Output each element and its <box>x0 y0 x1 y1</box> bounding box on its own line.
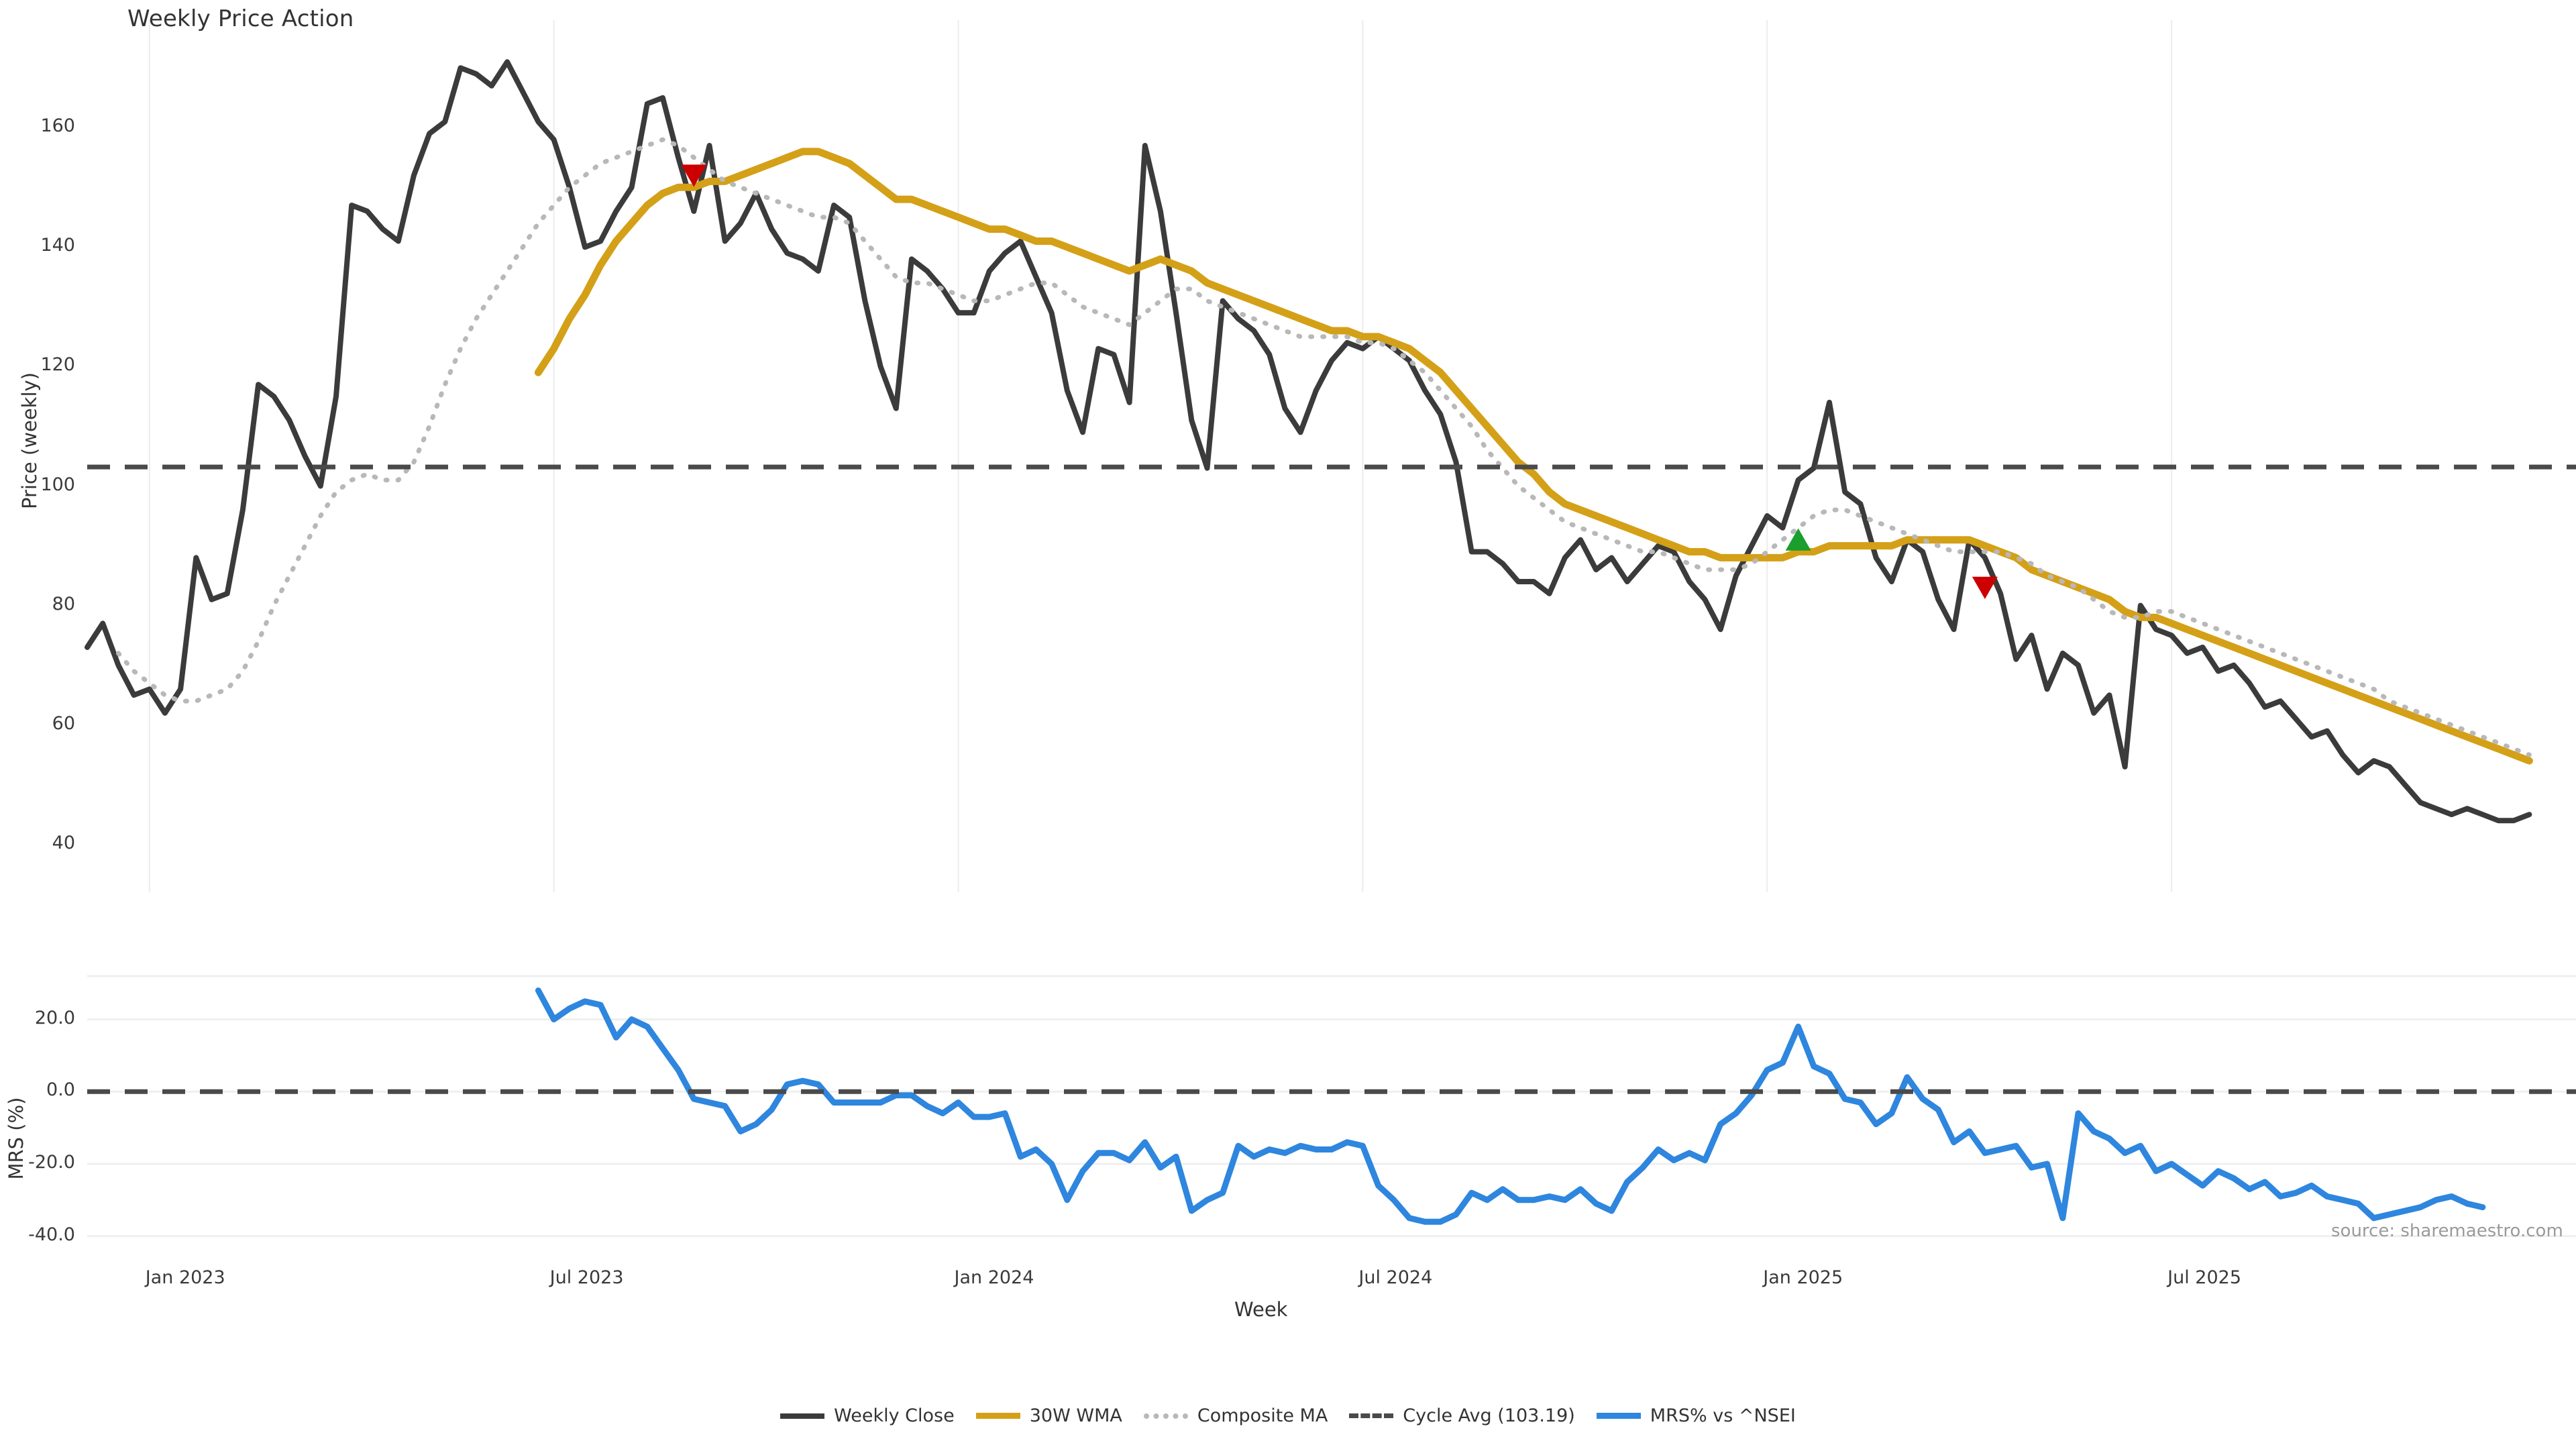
weekly-close-line-icon <box>780 1413 825 1419</box>
chart-title: Weekly Price Action <box>127 5 354 32</box>
price-panel-ytick-2: 80 <box>52 593 75 614</box>
mrs-panel-ytick-2: -20.0 <box>28 1152 75 1173</box>
mrs-panel-ytick-0: 20.0 <box>34 1007 75 1028</box>
wma-line-icon <box>975 1413 1020 1419</box>
sell-signal-marker[interactable] <box>681 164 707 187</box>
price-panel-ytick-5: 140 <box>40 235 75 256</box>
price-panel-ytick-3: 100 <box>40 474 75 495</box>
legend-item-composite-ma[interactable]: Composite MA <box>1143 1405 1328 1426</box>
mrs-panel <box>87 975 2576 1238</box>
mrs-panel-ytick-1: 0.0 <box>46 1079 75 1101</box>
buy-signal-marker[interactable] <box>1785 528 1811 551</box>
price-panel-ytick-1: 60 <box>52 712 75 734</box>
mrs-panel-xtick-0: Jan 2023 <box>145 1267 225 1288</box>
sell-signal-marker[interactable] <box>1972 576 1998 599</box>
series-weekly-close <box>85 59 2532 824</box>
legend-label-mrs: MRS% vs ^NSEI <box>1650 1405 1796 1426</box>
legend-item-mrs[interactable]: MRS% vs ^NSEI <box>1596 1405 1796 1426</box>
mrs-panel-xtick-3: Jul 2024 <box>1358 1267 1433 1288</box>
legend-item-30w-wma[interactable]: 30W WMA <box>975 1405 1122 1426</box>
cycle-avg-line-icon <box>1349 1413 1394 1418</box>
x-axis-label: Week <box>1234 1298 1288 1321</box>
chart-legend: Weekly Close 30W WMA Composite MA Cycle … <box>0 1405 2576 1426</box>
legend-label-30w-wma: 30W WMA <box>1029 1405 1122 1426</box>
mrs-line-icon <box>1596 1413 1641 1419</box>
series-composite-ma <box>115 137 2532 757</box>
price-axis-label: Price (weekly) <box>18 372 41 510</box>
price-panel-ytick-6: 160 <box>40 115 75 137</box>
legend-label-composite-ma: Composite MA <box>1197 1405 1328 1426</box>
mrs-panel-xtick-1: Jul 2023 <box>549 1267 624 1288</box>
series-30w-wma <box>534 148 2533 765</box>
legend-item-cycle-avg[interactable]: Cycle Avg (103.19) <box>1349 1405 1575 1426</box>
mrs-panel-xtick-5: Jul 2025 <box>2167 1267 2241 1288</box>
mrs-panel-xtick-2: Jan 2024 <box>954 1267 1034 1288</box>
price-panel-ytick-0: 40 <box>52 832 75 853</box>
legend-item-weekly-close[interactable]: Weekly Close <box>780 1405 955 1426</box>
mrs-axis-label: MRS (%) <box>5 1097 28 1180</box>
price-panel-ytick-4: 120 <box>40 354 75 376</box>
mrs-panel-xtick-4: Jan 2025 <box>1763 1267 1843 1288</box>
legend-label-weekly-close: Weekly Close <box>834 1405 955 1426</box>
composite-ma-line-icon <box>1143 1413 1188 1419</box>
source-watermark: source: sharemaestro.com <box>2331 1221 2563 1241</box>
mrs-panel-ytick-3: -40.0 <box>28 1224 75 1245</box>
legend-label-cycle-avg: Cycle Avg (103.19) <box>1403 1405 1575 1426</box>
series-mrs-vs-nsei <box>535 987 2486 1225</box>
price-panel <box>85 20 2576 892</box>
